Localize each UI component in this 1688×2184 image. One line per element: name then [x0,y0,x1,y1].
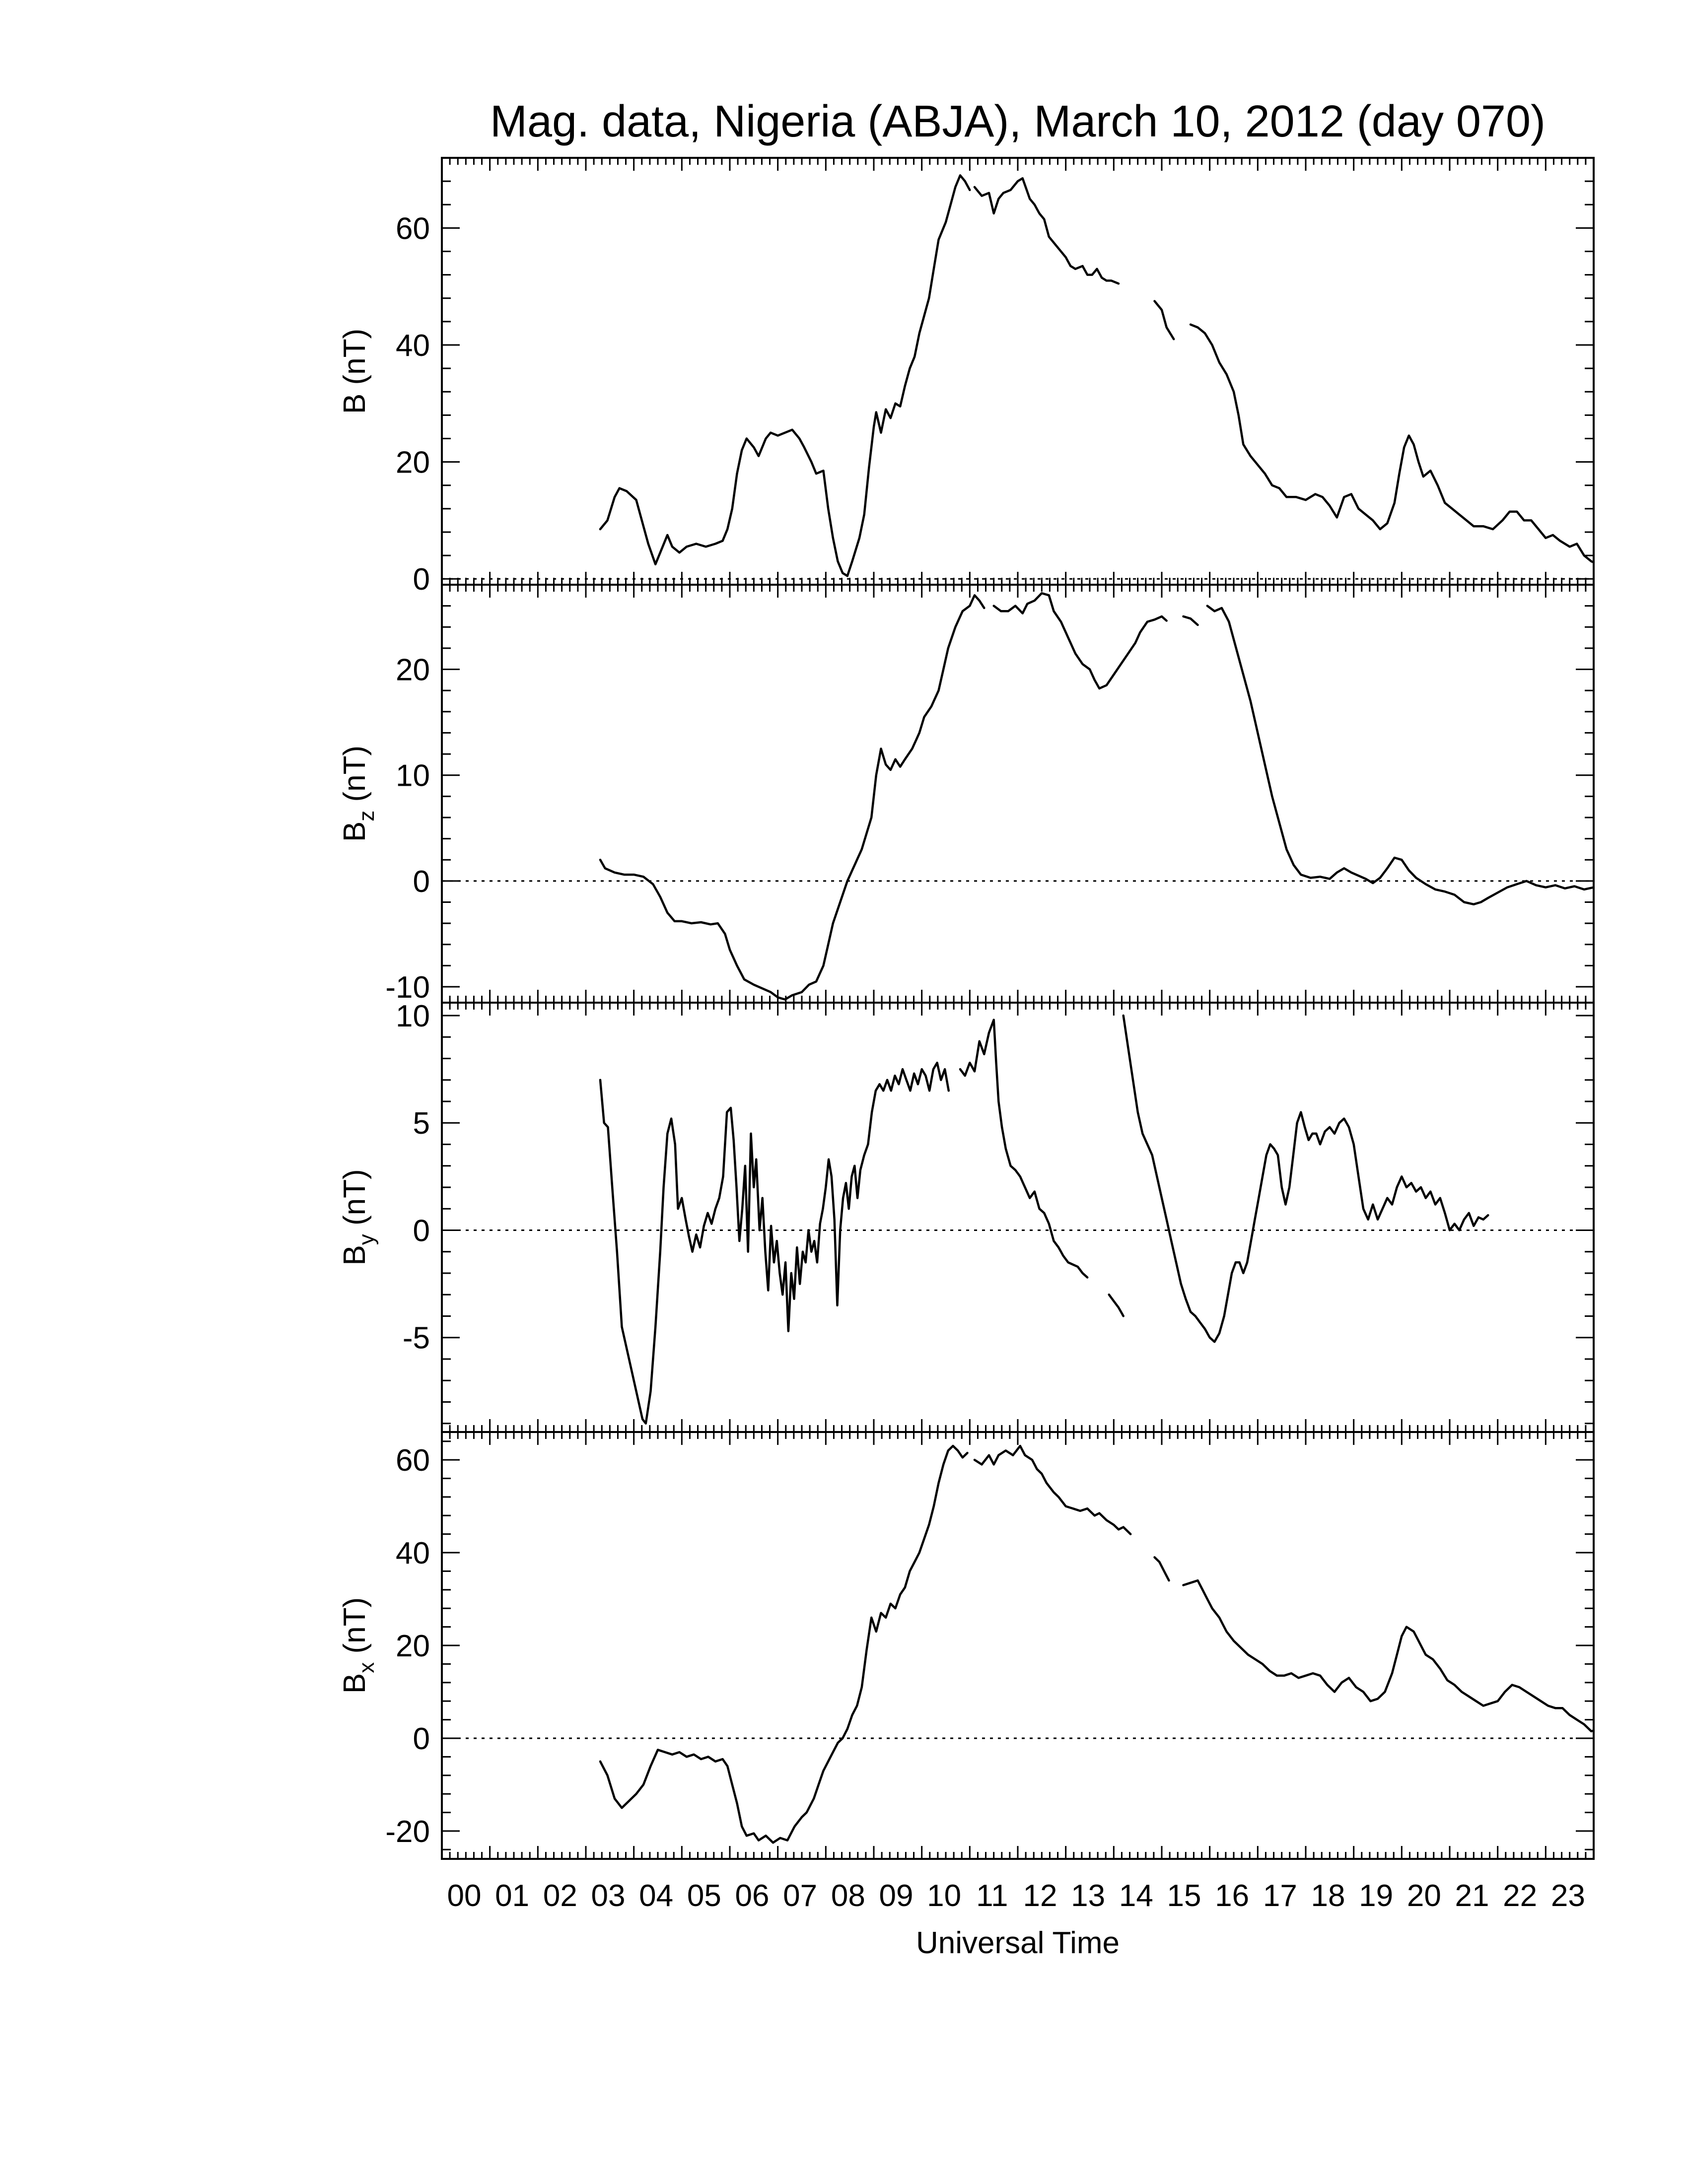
series-line-Bx-segment-1 [973,1444,1132,1535]
y-tick-label: 60 [396,1443,430,1478]
x-tick-label: 03 [591,1879,626,1913]
x-tick-label: 12 [1023,1879,1057,1913]
y-axis-label-Bx: Bx (nT) [338,1597,379,1694]
y-tick-label: 0 [413,562,430,597]
y-tick-label: -5 [403,1321,430,1356]
y-tick-label: -10 [385,970,430,1005]
y-tick-label: 0 [413,1722,430,1756]
x-tick-label: 04 [639,1879,673,1913]
trace-group-Bx [599,1444,1594,1844]
y-tick-label: 20 [396,653,430,687]
chart-title: Mag. data, Nigeria (ABJA), March 10, 201… [490,97,1546,146]
x-tick-label: 06 [735,1879,770,1913]
series-line-By-segment-2 [1108,1293,1125,1317]
x-tick-label: 11 [976,1879,1008,1913]
x-tick-label: 23 [1551,1879,1585,1913]
x-tick-label: 17 [1263,1879,1297,1913]
series-line-Bz-segment-2 [1182,615,1199,626]
panel-Bx: -20 0 20 40 60 Bx (nT) [338,1431,1595,1860]
x-tick-label: 16 [1215,1879,1249,1913]
x-tick-label: 15 [1167,1879,1201,1913]
series-line-By-segment-1 [959,1019,1089,1279]
panel-frame-B [441,157,1595,586]
x-tick-label: 02 [543,1879,577,1913]
x-axis-label: Universal Time [916,1926,1120,1960]
x-tick-label: 13 [1071,1879,1105,1913]
y-axis-label-Bz: Bz (nT) [338,746,379,842]
y-tick-label: 20 [396,1629,430,1663]
y-tick-label: 10 [396,759,430,793]
panel-Bz: -10 0 10 20 Bz (nT) [338,584,1595,1005]
x-tick-label: 01 [495,1879,529,1913]
panels-group: 0 20 40 60 B (nT) -10 0 10 20 Bz (nT) -5 0 5 10 By (nT… [338,157,1595,1860]
trace-group-Bz [599,592,1594,1001]
panel-B: 0 20 40 60 B (nT) [338,157,1595,597]
y-axis-label-By: By (nT) [338,1169,379,1265]
series-line-B-segment-1 [973,177,1120,285]
series-line-By-segment-3 [1122,1014,1489,1343]
x-tick-label: 09 [879,1879,914,1913]
x-tick-label: 05 [687,1879,721,1913]
series-line-Bx-segment-2 [1153,1556,1170,1582]
x-tick-labels: 00 01 02 03 04 05 06 07 08 09 10 11 12 13 14 15 16 17 18 19… [447,1879,1585,1913]
x-tick-label: 08 [831,1879,865,1913]
x-tick-label: 21 [1455,1879,1489,1913]
y-tick-label: 40 [396,329,430,363]
trace-group-By [599,1014,1489,1425]
panel-frame-Bz [441,584,1595,1004]
y-tick-label: 5 [413,1106,430,1141]
x-tick-label: 14 [1119,1879,1153,1913]
series-line-Bx-segment-0 [599,1444,969,1844]
x-tick-label: 07 [783,1879,817,1913]
x-tick-label: 20 [1407,1879,1441,1913]
series-line-B-segment-0 [599,174,971,577]
x-tick-label: 22 [1503,1879,1537,1913]
panel-By: -5 0 5 10 By (nT) [338,999,1595,1433]
series-line-By-segment-0 [599,1061,950,1425]
x-tick-label: 10 [927,1879,961,1913]
trace-group-B [599,174,1594,577]
series-line-B-segment-3 [1189,323,1594,564]
series-line-Bz-segment-1 [992,592,1168,690]
series-line-Bz-segment-3 [1206,605,1594,906]
y-tick-label: 10 [396,999,430,1033]
series-line-B-segment-2 [1153,300,1175,341]
x-tick-label: 18 [1311,1879,1345,1913]
series-line-Bx-segment-3 [1182,1579,1594,1733]
y-tick-label: 40 [396,1536,430,1570]
x-tick-label: 00 [447,1879,482,1913]
y-axis-label-B: B (nT) [338,329,372,414]
y-tick-label: 0 [413,865,430,899]
series-line-Bz-segment-0 [599,594,985,1001]
y-tick-label: 0 [413,1214,430,1248]
y-tick-label: -20 [385,1815,430,1849]
x-tick-label: 19 [1359,1879,1393,1913]
y-tick-label: 60 [396,211,430,246]
y-tick-label: 20 [396,446,430,480]
